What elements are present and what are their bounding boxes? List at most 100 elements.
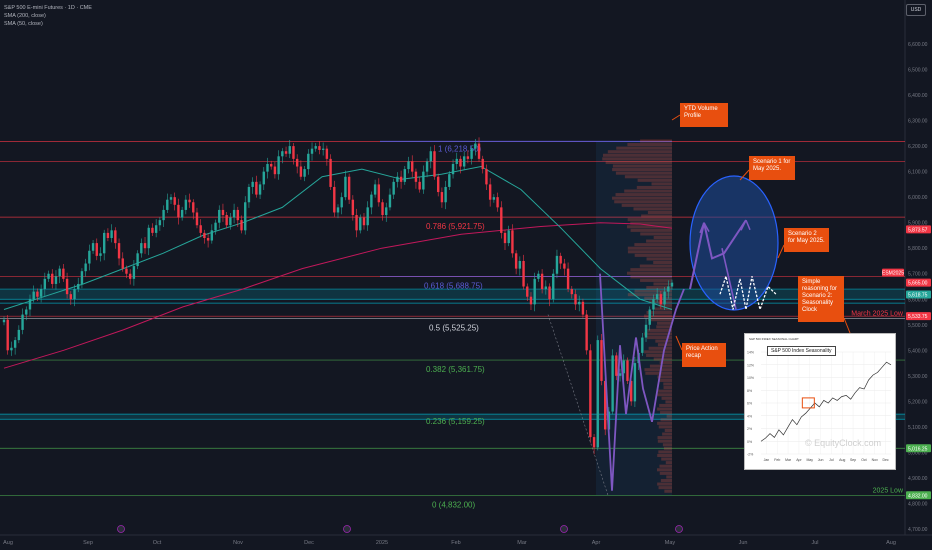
volume-profile-bar [666, 475, 672, 479]
candle-body [574, 294, 577, 305]
y-tick-label: 5,800.00 [908, 246, 928, 252]
candle-body [392, 181, 395, 195]
candle-body [244, 202, 247, 231]
y-tick-label: 6,100.00 [908, 170, 928, 176]
candle-body [570, 289, 573, 295]
inset-y-label: 14% [747, 351, 754, 355]
candle-body [373, 184, 377, 195]
candle-body [62, 268, 65, 279]
volume-profile-bar [658, 303, 672, 307]
volume-profile-bar [636, 185, 672, 189]
candle-body [247, 186, 251, 203]
candle-body [295, 158, 299, 167]
candle-body [437, 176, 440, 193]
seasonality-chart-inset: S&P 500 INDEX SEASONAL CHART 14% 12% 10% 8%… [744, 333, 896, 470]
price-tag-bg [906, 290, 931, 299]
candle-body [132, 266, 136, 279]
candle-body [192, 202, 195, 213]
candle-body [2, 319, 6, 323]
candle-body [633, 363, 637, 402]
sma200-legend[interactable]: SMA (200, close) [4, 13, 46, 19]
volume-profile-bar [644, 314, 672, 318]
volume-profile-bar [615, 193, 672, 197]
candle-body [281, 151, 284, 157]
volume-profile-bar [630, 221, 672, 225]
candle-body [54, 276, 58, 284]
volume-profile-bar [657, 375, 672, 379]
candle-body [210, 230, 214, 241]
candle-body [169, 197, 173, 200]
candle-body [203, 232, 206, 238]
sma200-line [3, 222, 673, 369]
candle-body [199, 225, 202, 233]
inset-y-label: 10% [747, 376, 754, 380]
candle-body [21, 314, 24, 330]
candle-body [162, 209, 165, 221]
volume-profile-bar [612, 196, 672, 200]
volume-profile-range [596, 141, 672, 496]
candle-body [589, 350, 592, 438]
currency-button[interactable]: USD [906, 4, 926, 16]
y-tick-label: 5,700.00 [908, 272, 928, 278]
fib-level-label: 0 (4,832.00) [432, 500, 475, 509]
candle-body [188, 199, 191, 203]
candle-body [381, 202, 384, 216]
volume-profile-bar [653, 235, 672, 240]
volume-profile-bar [646, 353, 672, 357]
candle-body [299, 166, 303, 177]
candle-body [292, 146, 295, 159]
candle-body [540, 273, 544, 290]
volume-profile-bar [654, 307, 672, 311]
volume-profile-bar [640, 232, 672, 236]
candle-body [385, 207, 388, 216]
volume-profile-bar [646, 285, 672, 290]
candle-body [303, 169, 306, 177]
y-tick-label: 5,900.00 [908, 221, 928, 227]
level-caption: 2025 Low [873, 487, 904, 494]
candle-body [270, 163, 273, 167]
y-tick-label: 6,500.00 [908, 68, 928, 74]
candle-body [51, 273, 54, 284]
candle-body [488, 184, 492, 200]
inset-month-label: Apr [796, 458, 802, 462]
event-badge-icon [560, 525, 568, 533]
candle-body [158, 220, 162, 226]
candle-body [411, 161, 414, 172]
candle-body [154, 225, 158, 233]
candle-body [388, 194, 392, 208]
candle-body [88, 250, 91, 264]
candle-body [377, 184, 381, 203]
candle-body [106, 232, 110, 238]
callout-pointer [675, 335, 683, 351]
volume-profile-bar [663, 382, 672, 386]
volume-profile-bar [612, 168, 672, 172]
y-tick-label: 5,200.00 [908, 399, 928, 405]
candle-body [310, 148, 314, 154]
volume-profile-bar [624, 175, 672, 179]
y-tick-label: 6,400.00 [908, 93, 928, 99]
candle-body [333, 186, 336, 213]
x-tick-label: Dec [304, 540, 314, 546]
candle-body [600, 340, 603, 381]
candle-body [25, 309, 28, 315]
sma50-legend[interactable]: SMA (50, close) [4, 21, 43, 27]
y-tick-label: 5,600.00 [908, 297, 928, 303]
y-tick-label: 5,400.00 [908, 348, 928, 354]
inset-y-label: 4% [747, 414, 752, 418]
candle-body [459, 158, 462, 167]
inset-month-label: Jan [764, 458, 770, 462]
candle-body [69, 294, 72, 300]
candle-body [344, 176, 347, 198]
candle-body [503, 232, 507, 244]
volume-profile-bar [657, 436, 672, 440]
volume-profile-bar [660, 418, 672, 422]
x-tick-label: May [665, 540, 676, 546]
inset-month-label: May [806, 458, 813, 462]
inset-y-label: 0% [747, 440, 752, 444]
inset-y-label: -2% [747, 453, 753, 457]
candle-body [566, 268, 570, 290]
inset-caption: S&P 500 INDEX SEASONAL CHART [749, 337, 799, 341]
candle-body [592, 437, 596, 448]
